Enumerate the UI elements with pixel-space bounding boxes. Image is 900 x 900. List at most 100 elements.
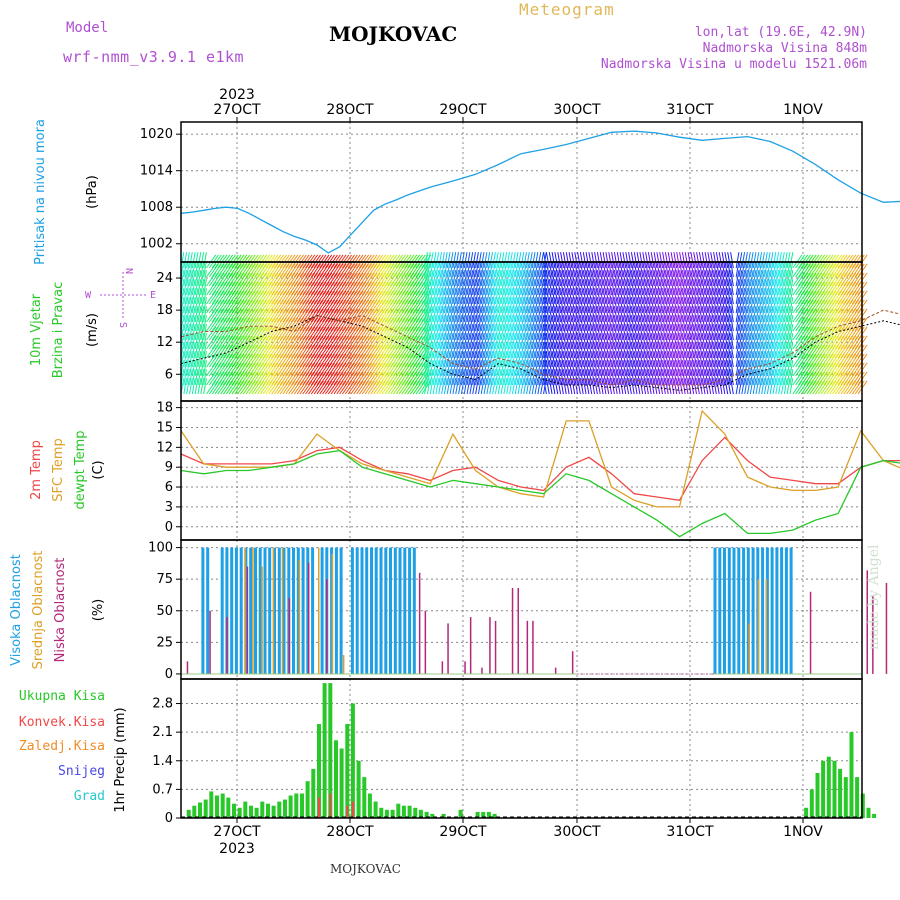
- wind-barb: [608, 288, 613, 305]
- y-tick-label: 3: [165, 500, 173, 515]
- wind-barb: [208, 344, 219, 359]
- wind-barb: [608, 270, 613, 287]
- wind-barb: [257, 335, 268, 350]
- wind-barb: [738, 279, 743, 296]
- wind-barb: [548, 297, 553, 314]
- wind-barb: [812, 317, 823, 332]
- wind-barb: [622, 360, 627, 377]
- wind-barb: [480, 297, 485, 314]
- wind-barb: [633, 279, 638, 296]
- wind-barb: [477, 297, 482, 314]
- precip-total-bar: [396, 803, 401, 818]
- wind-barb: [616, 369, 621, 386]
- wind-barb: [279, 272, 290, 287]
- wind-barb: [208, 281, 219, 296]
- wind-barb: [815, 353, 826, 368]
- wind-barb: [809, 281, 820, 296]
- wind-barb: [197, 306, 202, 323]
- wind-barb: [551, 306, 556, 323]
- wind-barb: [562, 288, 567, 305]
- wind-barb: [608, 351, 613, 368]
- wind-barb: [410, 380, 421, 395]
- wind-barb: [543, 351, 547, 368]
- wind-barb: [596, 270, 601, 287]
- wind-barb: [228, 290, 239, 305]
- wind-barb: [197, 270, 202, 287]
- wind-barb: [477, 270, 482, 287]
- precip-total-bar: [356, 760, 361, 818]
- wind-barb: [494, 342, 499, 359]
- wind-barb: [319, 317, 330, 332]
- wind-barb: [766, 333, 771, 350]
- wind-barb: [203, 351, 207, 368]
- wind-barb: [846, 335, 857, 350]
- wind-barb: [322, 263, 333, 278]
- wind-barb: [356, 380, 367, 395]
- wind-barb: [628, 369, 632, 386]
- wind-barb: [293, 326, 304, 341]
- wind-barb: [477, 261, 482, 278]
- wind-barb: [543, 306, 547, 323]
- wind-barb: [639, 288, 644, 305]
- wind-barb: [183, 306, 188, 323]
- wind-barb: [744, 333, 748, 350]
- wind-barb: [203, 288, 207, 305]
- wind-barb: [475, 315, 479, 332]
- wind-barb: [443, 360, 448, 377]
- wind-barb: [344, 299, 355, 314]
- wind-barb: [650, 378, 655, 395]
- wind-barb: [322, 326, 333, 341]
- wind-barb: [480, 324, 485, 341]
- wind-barb: [191, 360, 196, 377]
- wind-barb: [494, 333, 499, 350]
- wind-barb: [336, 362, 347, 377]
- wind-barb: [619, 333, 624, 350]
- wind-barb: [713, 261, 717, 278]
- wind-barb: [826, 326, 837, 341]
- y-tick-label: 100: [148, 541, 173, 556]
- wind-barb: [619, 324, 624, 341]
- wind-barb: [234, 380, 245, 395]
- wind-barb: [276, 335, 287, 350]
- wind-barb: [628, 297, 632, 314]
- wind-barb: [472, 297, 476, 314]
- wind-barb: [381, 326, 392, 341]
- wind-barb: [755, 270, 760, 287]
- wind-barb: [242, 308, 253, 323]
- wind-barb: [645, 270, 649, 287]
- wind-barb: [780, 306, 785, 323]
- wind-barb: [832, 380, 843, 395]
- wind-barb: [639, 270, 644, 287]
- wind-barb: [494, 378, 499, 395]
- wind-barb: [217, 308, 228, 323]
- wind-barb: [410, 371, 421, 386]
- wind-barb: [837, 371, 848, 386]
- low-cloud-bar: [307, 562, 310, 674]
- wind-barb: [775, 369, 780, 386]
- wind-barb: [537, 306, 542, 323]
- wind-barb: [381, 308, 392, 323]
- wind-barb: [571, 333, 576, 350]
- wind-barb: [698, 378, 703, 395]
- wind-barb: [480, 288, 485, 305]
- wind-barb: [642, 297, 647, 314]
- wind-barb: [426, 297, 431, 314]
- wind-barb: [458, 360, 462, 377]
- wind-barb: [721, 252, 726, 269]
- wind-barb: [265, 380, 276, 395]
- wind-barb: [463, 297, 468, 314]
- wind-barb: [795, 353, 806, 368]
- precip-total-bar: [249, 805, 253, 818]
- wind-barb: [718, 369, 723, 386]
- wind-barb: [503, 252, 508, 269]
- wind-barb: [347, 299, 358, 314]
- wind-barb: [514, 342, 519, 359]
- wind-barb: [540, 333, 544, 350]
- wind-barb: [234, 335, 245, 350]
- cloud-unit: (%): [91, 599, 106, 622]
- wind-barb: [854, 272, 865, 287]
- wind-barb: [565, 360, 570, 377]
- wind-barb: [543, 315, 547, 332]
- wind-barb: [713, 333, 717, 350]
- wind-barb: [452, 378, 457, 395]
